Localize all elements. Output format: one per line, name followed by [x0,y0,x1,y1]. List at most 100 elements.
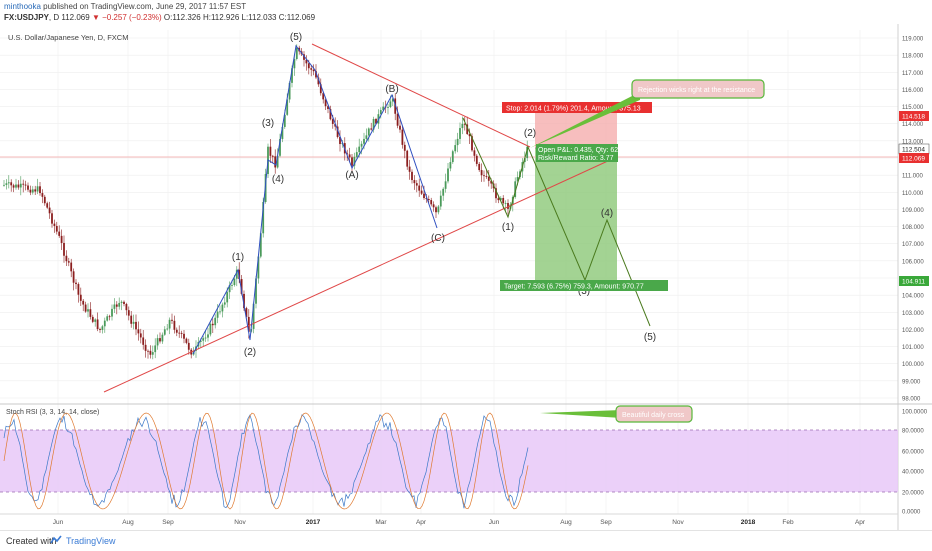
target-label-box[interactable] [500,280,668,291]
candle-body [295,47,298,59]
price-tick-label: 113.000 [902,139,924,145]
candle-body [159,338,161,342]
candle-body [173,320,176,330]
candle-body [439,195,442,207]
stoch-d-line [3,412,529,510]
candle-body [523,158,526,163]
candle-body [255,278,257,304]
candle-body [427,199,430,201]
price-change: ▼ −0.257 (−0.23%) [91,13,162,22]
candle-body [91,316,94,322]
candle-body [418,185,421,191]
candle-body [235,269,238,279]
candle-body [245,308,248,317]
candle-body [348,154,351,158]
candle-body [283,114,286,127]
stop-label-box[interactable] [502,102,652,113]
candle-body [360,143,363,147]
time-tick-label: Aug [560,519,572,526]
candle-body [101,326,104,330]
candle-body [17,184,20,188]
candle-body [103,320,106,327]
candle-body [226,292,229,303]
candle-body [471,136,473,151]
candle-body [53,223,56,226]
time-axis[interactable]: Jun Aug Sep Nov 2017 Mar Apr Jun Aug Sep Nov 2018 Fe… [53,519,866,526]
candle-body [178,332,181,334]
candle-body [303,54,305,60]
candle-body [257,256,260,279]
open-pl-label: Open P&L: 0.435, Qty: 62 [538,147,618,154]
candle-body [399,125,401,130]
candle-body [147,350,149,352]
candle-body [406,150,409,167]
candle-body [281,126,284,140]
candle-body [408,166,411,172]
candle-body [118,302,121,307]
target-label: Target: 7.593 (6.75%) 759.3, Amount: 970… [504,284,644,291]
candle-body [12,185,15,188]
price-tick-label: 108.000 [902,225,924,231]
candle-body [336,126,339,137]
wave-label: (3) [578,286,590,297]
candle-body [442,188,445,196]
candle-body [77,284,80,295]
candle-body [142,337,145,345]
candle-body [509,204,512,209]
candle-body [468,133,471,137]
candle-body [111,308,113,317]
candle-body [447,168,449,182]
wave-label: (5) [290,32,302,43]
candle-body [480,170,483,176]
price-axis[interactable]: 119.000 118.000 117.000 116.000 115.000 114.0… [902,37,924,403]
candle-body [39,186,41,194]
stop-price-tag-text: 114.518 [902,114,925,121]
elliott-wave-path[interactable] [192,44,438,355]
candle-body [437,206,440,213]
resistance-callout[interactable] [631,79,765,99]
target-price-tag [899,276,929,286]
price-tick-label: 117.000 [902,71,924,77]
ohlc-line: FX:USDJPY, D 112.069 ▼ −0.257 (−0.23%) O… [4,13,315,22]
brand-name[interactable]: TradingView [66,536,116,546]
candle-body [451,151,454,163]
candle-body [329,109,332,120]
candle-body [396,113,399,126]
open-pl-box[interactable] [536,144,618,162]
candle-body [435,207,437,213]
candle-body [221,304,224,312]
candle-body [475,155,478,164]
candle-body [276,155,279,168]
candle-body [415,183,418,186]
candle-body [485,176,488,177]
candle-body [123,301,125,304]
author-link[interactable]: minthooka [4,2,41,11]
candle-body [219,311,221,313]
symbol-label[interactable]: FX:USDJPY [4,13,49,22]
candle-body [315,71,317,78]
time-tick-label: Jun [53,519,64,526]
candle-body [180,332,183,334]
tradingview-logo-icon[interactable] [50,534,62,546]
candle-body [127,310,130,316]
support-trendline[interactable] [103,159,611,393]
candle-body [401,129,404,145]
forecast-wave-path[interactable] [462,117,651,327]
resistance-trendline[interactable] [311,43,531,148]
candle-body [175,329,178,333]
candle-body [163,329,166,335]
price-tick-label: 109.000 [902,208,924,214]
time-tick-label: 2017 [306,519,321,526]
stoch-callout[interactable] [615,405,693,423]
candle-body [94,319,97,322]
candle-body [55,225,58,232]
candle-body [331,119,334,124]
current-price-tag-text: 112.069 [902,156,925,163]
candle-body [168,319,171,329]
chart-canvas[interactable]: U.S. Dollar/Japanese Yen, D, FXCM (5) (3)… [0,24,932,530]
candle-body [84,304,87,312]
candle-body [130,315,133,324]
price-tick-label: 107.000 [902,242,924,248]
price-tick-label: 110.000 [902,191,924,197]
footer-bar: Created with TradingView [0,530,932,551]
